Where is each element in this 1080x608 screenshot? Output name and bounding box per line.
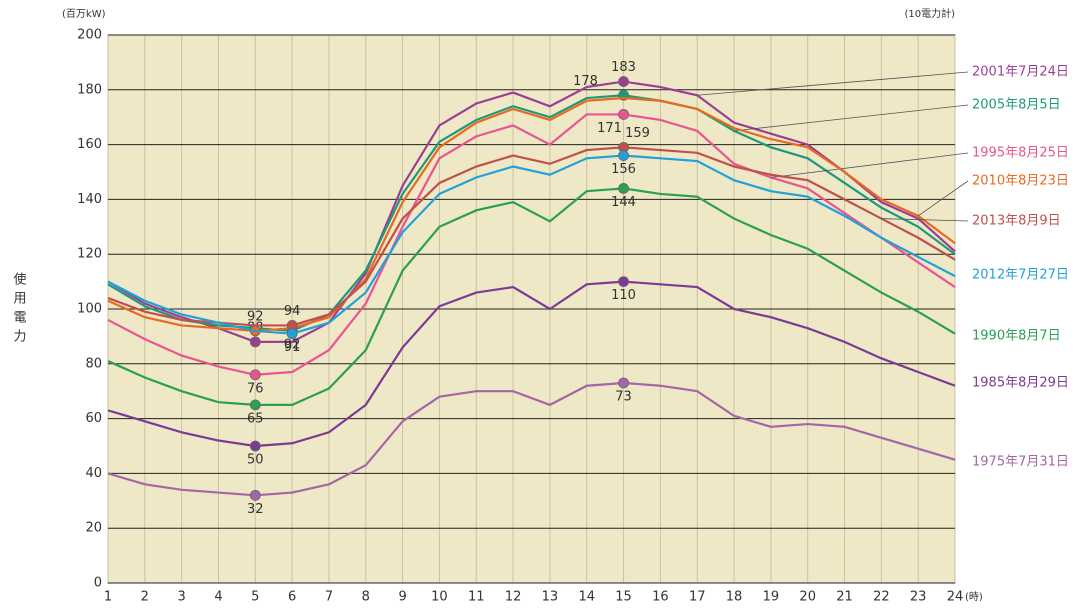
legend-label: 1990年8月7日 [972,329,1061,344]
y-tick-label: 140 [77,192,102,207]
x-tick-label: 24 [947,590,964,605]
series-line [107,154,956,335]
x-tick-label: 20 [799,590,816,605]
leader-line [770,152,969,178]
y-tick-label: 200 [77,28,102,43]
y-tick-label: 180 [77,82,102,97]
series-line [107,280,956,448]
leader-line [881,218,969,222]
point-marker [618,150,629,161]
y-tick-label: 40 [85,466,102,481]
x-tick-label: 14 [578,590,595,605]
data-label: 94 [284,304,301,319]
data-label: 91 [284,340,301,355]
series-line [107,113,956,376]
x-tick-label: 1 [104,590,112,605]
point-marker [249,489,261,501]
y-tick-label: 160 [77,137,102,152]
point-marker [249,440,261,452]
x-tick-label: 2 [141,590,149,605]
series-line [107,187,956,406]
x-tick-label: 17 [689,590,706,605]
data-label: 32 [247,502,264,517]
y-tick-label: 20 [85,521,102,536]
x-tick-label: 3 [178,590,186,605]
point-marker [286,328,298,340]
y-tick-label: 0 [94,576,102,591]
point-marker [618,109,629,120]
legend-label: 2001年7月24日 [972,65,1069,80]
y-tick-label: 80 [85,356,102,371]
data-label: 159 [625,126,650,141]
y-axis-title: 使用電力 [11,271,27,348]
data-label: 92 [247,309,264,324]
series-line [107,381,956,497]
x-tick-label: 11 [468,590,485,605]
legend-label: 2012年7月27日 [972,268,1069,283]
x-tick-label: 15 [615,590,632,605]
data-label: 76 [247,381,264,396]
x-tick-label: 22 [873,590,890,605]
series-line [107,80,956,343]
x-tick-label: 9 [398,590,406,605]
data-label: 65 [247,411,264,426]
y-tick-label: 100 [77,302,102,317]
point-marker [249,399,261,411]
x-tick-label: 5 [251,590,259,605]
leader-line [733,104,969,132]
series-line [107,146,956,327]
x-tick-label: 16 [652,590,669,605]
point-marker [618,276,629,288]
x-tick-label: 13 [542,590,559,605]
y-tick-label: 120 [77,247,102,262]
x-tick-label: 18 [726,590,743,605]
point-marker [618,183,629,194]
data-label: 92 [284,337,301,352]
legend-label: 1995年8月25日 [972,146,1069,161]
legend-label: 2010年8月23日 [972,174,1069,189]
x-tick-label: 7 [325,590,333,605]
x-unit: (時) [965,591,983,603]
data-label: 50 [247,453,264,468]
legend-label: 2013年8月9日 [972,214,1061,229]
data-label: 110 [611,288,636,303]
point-marker [618,377,629,389]
x-tick-label: 8 [362,590,370,605]
x-tick-label: 4 [214,590,222,605]
data-label: 171 [597,121,622,136]
x-tick-label: 19 [763,590,780,605]
point-marker [249,369,261,381]
leader-line [917,180,969,217]
legend-label: 2005年8月5日 [972,98,1061,113]
x-tick-label: 12 [505,590,522,605]
x-tick-label: 10 [431,590,448,605]
y-unit: (百万kW) [62,8,106,20]
y-tick-label: 60 [85,411,102,426]
series-line [107,94,956,333]
legend-label: 1975年7月31日 [972,455,1069,470]
data-label: 156 [611,162,636,177]
x-tick-label: 23 [910,590,927,605]
x-tick-label: 21 [836,590,853,605]
legend-label: 1985年8月29日 [972,376,1069,391]
note: (10電力計) [904,7,955,20]
point-marker [618,76,629,87]
data-label: 178 [573,74,598,89]
point-marker [249,336,261,348]
x-tick-label: 6 [288,590,296,605]
data-label: 183 [611,60,636,75]
leader-line [697,71,969,96]
data-label: 73 [615,389,632,404]
data-label: 144 [611,195,636,210]
